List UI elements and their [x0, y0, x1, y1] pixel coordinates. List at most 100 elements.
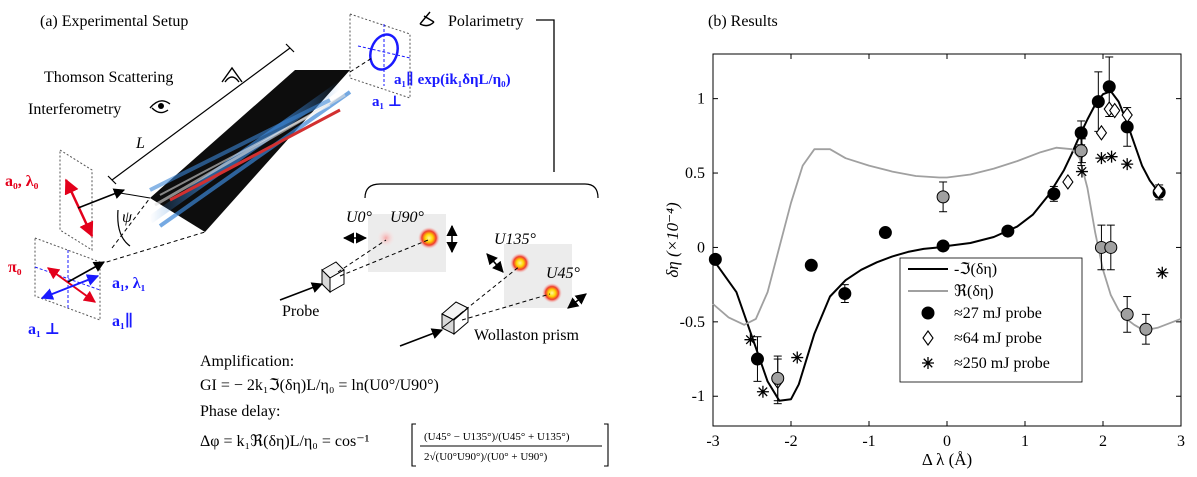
- data-point-1: [1152, 182, 1165, 199]
- thomson-label: Thomson Scattering: [44, 69, 173, 86]
- data-point-1: [1109, 102, 1121, 119]
- u135-spot: [510, 253, 530, 273]
- angle-label: ψ: [122, 209, 133, 226]
- phase-title: Phase delay:: [200, 403, 280, 420]
- data-point-2: [1075, 165, 1088, 178]
- data-point-0: [838, 287, 852, 301]
- series-points: [708, 56, 1169, 405]
- series-line-0: [712, 90, 1159, 402]
- seed-beam-arrow: [67, 261, 105, 283]
- angle-arc: [117, 209, 131, 247]
- data-point-3: [1074, 144, 1088, 158]
- data-point-2: [1156, 266, 1169, 279]
- pump-label: a₀, λ₀: [5, 173, 39, 190]
- data-point-0: [708, 252, 722, 266]
- phase-eq-denominator: 2√(U0°U90°)/(U0° + U90°): [424, 451, 548, 463]
- data-point-0: [1001, 224, 1015, 238]
- data-point-2: [791, 351, 804, 364]
- legend-label: ≈27 mJ probe: [954, 305, 1042, 322]
- u135-label: U135°: [494, 231, 537, 248]
- chart-caption: (b) Results: [708, 13, 778, 30]
- data-point-3: [771, 371, 785, 385]
- u135-pol-arrow: [486, 253, 504, 273]
- analysis-brace: [364, 183, 599, 199]
- u90-label: U90°: [390, 209, 425, 226]
- data-point-0: [1047, 187, 1061, 201]
- legend-marker-0: [921, 306, 935, 320]
- seed-label: a₁, λ₁: [112, 275, 146, 292]
- data-point-3: [1139, 322, 1153, 336]
- seed-pol-arrow: [40, 274, 100, 300]
- wollaston-prism: [441, 301, 469, 336]
- legend-label: -ℑ(δη): [954, 261, 997, 278]
- data-point-1: [1095, 124, 1108, 141]
- u45-pol-arrow: [567, 293, 587, 309]
- phase-left-bracket: [411, 423, 416, 467]
- legend-marker-1: [922, 330, 934, 346]
- series-line-1: [712, 146, 1182, 331]
- plasma-slab: [147, 70, 352, 232]
- data-point-0: [1102, 80, 1116, 94]
- eye-icon: [419, 11, 435, 27]
- eye-icon: [149, 100, 171, 114]
- eye-icon: [221, 66, 243, 83]
- y-tick-label: -0.5: [680, 314, 705, 331]
- x-tick-label: -2: [784, 433, 797, 450]
- wollaston-arrow: [399, 328, 444, 347]
- x-tick-label: 1: [1021, 433, 1029, 450]
- seed-par-label: a₁∥: [112, 312, 133, 330]
- data-point-2: [1121, 158, 1134, 171]
- legend-marker-2: [922, 357, 934, 369]
- u0-label: U0°: [346, 209, 373, 226]
- probe-arrow: [279, 282, 324, 301]
- u45-spot: [542, 283, 562, 303]
- x-axis: -3 -2 -1 0 1 2 3: [706, 54, 1185, 450]
- data-point-2: [744, 333, 757, 346]
- data-point-3: [936, 190, 950, 204]
- wollaston-label: Wollaston prism: [474, 327, 579, 344]
- seed-perp-label: a₁ ⊥: [28, 321, 60, 338]
- legend-label: ≈250 mJ probe: [954, 355, 1050, 372]
- data-point-3: [1120, 307, 1134, 321]
- u45-label: U45°: [546, 265, 581, 282]
- interferometry-label: Interferometry: [28, 101, 121, 118]
- y-axis: -1 -0.5 0 0.5 1: [680, 91, 1181, 405]
- legend-label: ℜ(δη): [954, 283, 994, 300]
- x-tick-label: -1: [862, 433, 875, 450]
- length-label: L: [135, 135, 145, 152]
- legend-label: ≈64 mJ probe: [954, 330, 1042, 347]
- amp-equation: GI = − 2k₁ℑ(δη)L/η₀ = ln(U0°/U90°): [200, 377, 439, 394]
- x-tick-label: 2: [1099, 433, 1107, 450]
- x-axis-title: Δ λ (Å): [922, 450, 972, 469]
- legend: -ℑ(δη) ℜ(δη) ≈27 mJ probe ≈64 mJ probe ≈250 …: [899, 257, 1083, 383]
- data-point-3: [1104, 240, 1118, 254]
- data-point-1: [1121, 107, 1133, 123]
- panel-a-caption: (a) Experimental Setup: [40, 13, 188, 30]
- amp-title: Amplification:: [200, 353, 294, 370]
- data-point-2: [1105, 150, 1118, 163]
- u90-spot: [418, 227, 440, 249]
- y-tick-label: 0.5: [685, 165, 705, 182]
- data-point-0: [878, 226, 892, 240]
- polarization-ellipse: [369, 33, 399, 71]
- x-tick-label: 3: [1177, 433, 1185, 450]
- data-point-0: [936, 239, 950, 253]
- data-point-2: [756, 385, 769, 398]
- x-tick-label: -3: [706, 433, 719, 450]
- pump-pol-label: π₀: [8, 259, 22, 276]
- x-tick-label: 0: [943, 433, 951, 450]
- pump-plane: [59, 149, 93, 251]
- data-point-1: [1062, 174, 1074, 190]
- probe-cube: [321, 261, 345, 294]
- y-tick-label: 0: [697, 239, 705, 256]
- pump-beam-arrow: [77, 188, 126, 209]
- out-perp-label: a₁ ⊥: [372, 94, 402, 110]
- panel-a: (a) Experimental Setup Thomson Scatterin…: [5, 11, 609, 467]
- phase-eq-numerator: (U45° − U135°)/(U45° + U135°): [424, 431, 570, 443]
- phase-eq-lhs: Δφ = k₁ℜ(δη)L/η₀ = cos⁻¹: [200, 433, 370, 450]
- data-point-0: [804, 258, 818, 272]
- out-par-label: a₁∥ exp(ik₁δηL/η₀): [394, 71, 511, 88]
- results-chart: (b) Results -3 -2 -1 0 1 2 3 -1 -0.5 0 0.5 1 Δ λ (…: [663, 13, 1185, 469]
- phase-right-bracket: [604, 423, 609, 467]
